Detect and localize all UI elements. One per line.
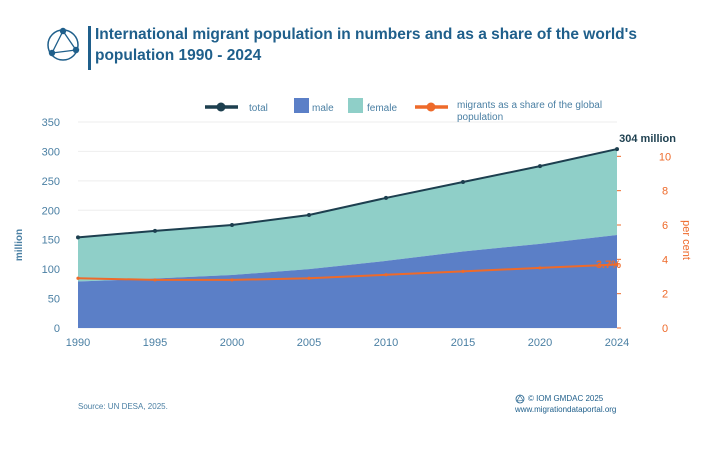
x-tick-label: 2024 bbox=[605, 337, 629, 349]
total-point bbox=[230, 223, 234, 227]
y-tick-label: 300 bbox=[42, 146, 60, 158]
y-tick-label: 350 bbox=[42, 117, 60, 129]
credit-block: © IOM GMDAC 2025 www.migrationdataportal… bbox=[515, 393, 645, 415]
total-point bbox=[153, 228, 157, 233]
x-tick-label: 2015 bbox=[451, 337, 475, 349]
y-tick-label: 50 bbox=[48, 294, 60, 306]
globe-icon bbox=[515, 394, 525, 403]
legend: total male female migrants as a share of th… bbox=[205, 98, 602, 123]
share-line bbox=[77, 263, 618, 281]
total-point bbox=[615, 147, 619, 152]
source-note: Source: UN DESA, 2025. bbox=[78, 402, 168, 411]
male-area bbox=[78, 235, 617, 328]
line-layer bbox=[76, 147, 619, 282]
y-axis-label: million bbox=[14, 229, 25, 261]
x-tick-label: 2005 bbox=[297, 337, 321, 349]
x-tick-label: 2020 bbox=[528, 337, 552, 349]
title-accent-bar bbox=[88, 26, 91, 70]
total-point bbox=[384, 195, 388, 200]
annotation-total: 304 million bbox=[619, 133, 676, 145]
y-tick-label: 250 bbox=[42, 176, 60, 188]
website-link[interactable]: www.migrationdataportal.org bbox=[515, 405, 617, 414]
y2-tick-label: 4 bbox=[662, 254, 668, 266]
y2-tick-label: 0 bbox=[662, 323, 668, 335]
axes: 0 50 100 150 200 250 300 350 0 2 4 6 8 10 1990 1995 2000… bbox=[14, 117, 692, 349]
legend-female-swatch bbox=[348, 98, 363, 113]
share-point bbox=[230, 278, 234, 282]
legend-total-marker bbox=[216, 102, 226, 112]
share-point bbox=[538, 266, 542, 270]
total-line bbox=[77, 148, 618, 239]
share-point bbox=[615, 262, 619, 267]
copyright-text: © IOM GMDAC 2025 bbox=[528, 394, 604, 403]
annotation-share: 3.7% bbox=[596, 259, 621, 271]
legend-share-label: migrants as a share of the global populat… bbox=[457, 100, 602, 123]
y2-axis-label: per cent bbox=[680, 220, 692, 260]
annotations: 304 million 3.7% bbox=[596, 133, 676, 271]
share-point bbox=[307, 276, 311, 280]
female-area bbox=[78, 149, 617, 282]
x-tick-label: 1995 bbox=[143, 337, 167, 349]
legend-male-label: male bbox=[312, 103, 334, 114]
y2-tick-label: 2 bbox=[662, 289, 668, 301]
share-point bbox=[384, 273, 388, 277]
share-point bbox=[461, 269, 465, 273]
legend-share-marker bbox=[426, 102, 436, 112]
total-point bbox=[461, 180, 465, 185]
chart-title: International migrant population in numb… bbox=[95, 26, 637, 64]
legend-male-swatch bbox=[294, 98, 309, 113]
share-point bbox=[76, 276, 80, 280]
x-tick-label: 1990 bbox=[66, 337, 90, 349]
total-point bbox=[307, 212, 311, 217]
total-point bbox=[538, 164, 542, 169]
y2-tick-label: 6 bbox=[662, 220, 668, 232]
x-tick-label: 2000 bbox=[220, 337, 244, 349]
share-point bbox=[153, 278, 157, 282]
legend-female-label: female bbox=[367, 103, 397, 114]
y-tick-label: 150 bbox=[42, 235, 60, 247]
y-tick-label: 200 bbox=[42, 205, 60, 217]
y2-tick-label: 8 bbox=[662, 186, 668, 198]
y2-tick-label: 10 bbox=[659, 151, 671, 163]
y-tick-label: 0 bbox=[54, 323, 60, 335]
x-tick-label: 2010 bbox=[374, 337, 398, 349]
area-layer bbox=[78, 149, 617, 328]
total-point bbox=[76, 235, 80, 240]
y-tick-label: 100 bbox=[42, 264, 60, 276]
legend-total-label: total bbox=[249, 103, 268, 114]
logo-icon bbox=[47, 27, 80, 61]
